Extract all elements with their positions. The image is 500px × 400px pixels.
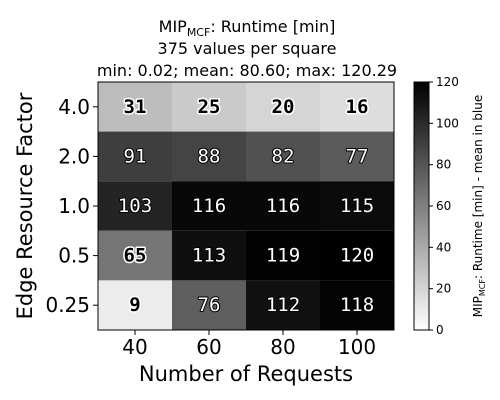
colorbar-ticks: 0 20 40 60 80 100 120 [429, 75, 459, 337]
y-axis-label: Edge Resource Factor [13, 92, 37, 319]
x-tick-label: 100 [338, 335, 376, 359]
cell-value: 31 [124, 96, 147, 118]
colorbar-label-rest: : Runtime [min] - mean in blue [471, 95, 485, 279]
cell-value: 112 [266, 294, 300, 316]
y-tick-label: 2.0 [58, 144, 90, 168]
colorbar-label: MIPMCF: Runtime [min] - mean in blue [471, 95, 487, 318]
cell-value: 82 [272, 145, 295, 167]
heatmap-cell [320, 82, 394, 132]
title-main: MIP [159, 17, 188, 36]
y-tick-label: 0.25 [45, 293, 90, 317]
heatmap-cell [246, 131, 320, 182]
heatmap-cell [246, 230, 320, 281]
x-tick-label: 60 [196, 335, 221, 359]
x-tick-label: 80 [270, 335, 295, 359]
cell-value: 76 [198, 294, 221, 316]
cell-value: 113 [192, 245, 226, 267]
cell-value: 116 [266, 195, 300, 217]
cell-value: 103 [118, 195, 152, 217]
cell-value: 16 [346, 96, 369, 118]
x-axis-label: Number of Requests [139, 362, 353, 386]
chart-title: MIPMCF: Runtime [min] [159, 17, 336, 39]
title-rest: : Runtime [min] [210, 17, 335, 36]
cell-value: 116 [192, 195, 226, 217]
heatmap-cell [98, 82, 172, 132]
heatmap-cell [98, 181, 172, 231]
x-tick-label: 40 [122, 335, 147, 359]
chart-subtitle-1: 375 values per square [158, 39, 337, 58]
y-axis-ticks: 4.0 2.0 1.0 0.5 0.25 [45, 95, 98, 317]
colorbar-tick-label: 120 [436, 75, 459, 89]
heatmap-cell [320, 131, 394, 182]
heatmap-cell [172, 82, 246, 132]
colorbar [413, 81, 430, 331]
y-tick-label: 1.0 [58, 194, 90, 218]
cell-value: 91 [124, 145, 147, 167]
heatmap-cell [320, 181, 394, 231]
heatmap-cell [246, 280, 320, 330]
heatmap-cell [320, 280, 394, 330]
cell-value: 88 [198, 145, 221, 167]
cell-value: 65 [124, 245, 147, 267]
chart-subtitle-2: min: 0.02; mean: 80.60; max: 120.29 [97, 61, 397, 80]
heatmap-grid: 31 25 20 16 91 88 82 77 103 116 116 115 65 113 119 120 9… [98, 82, 394, 330]
cell-value: 9 [129, 294, 140, 316]
cell-value: 20 [272, 96, 295, 118]
heatmap-cell [98, 131, 172, 182]
heatmap-cell [320, 230, 394, 281]
heatmap-cell [98, 230, 172, 281]
heatmap-cell [172, 131, 246, 182]
colorbar-tick-label: 60 [436, 199, 451, 213]
heatmap-cell [172, 280, 246, 330]
cell-value: 25 [198, 96, 221, 118]
cell-value: 77 [346, 145, 369, 167]
y-tick-label: 0.5 [58, 244, 90, 268]
heatmap-cell [98, 280, 172, 330]
colorbar-tick-label: 0 [436, 323, 444, 337]
colorbar-tick-label: 100 [436, 116, 459, 130]
cell-value: 115 [340, 195, 374, 217]
heatmap-cell [172, 230, 246, 281]
cell-value: 119 [266, 245, 300, 267]
cell-value: 120 [340, 245, 374, 267]
x-axis-ticks: 40 60 80 100 [122, 330, 376, 359]
heatmap-cell [246, 82, 320, 132]
colorbar-tick-label: 20 [436, 282, 451, 296]
heatmap-cell [246, 181, 320, 231]
y-tick-label: 4.0 [58, 95, 90, 119]
colorbar-tick-label: 80 [436, 158, 451, 172]
title-subscript: MCF [187, 26, 211, 39]
colorbar-label-sub: MCF [478, 279, 487, 296]
colorbar-label-main: MIP [471, 296, 485, 317]
colorbar-tick-label: 40 [436, 240, 451, 254]
heatmap-cell [172, 181, 246, 231]
cell-value: 118 [340, 294, 374, 316]
